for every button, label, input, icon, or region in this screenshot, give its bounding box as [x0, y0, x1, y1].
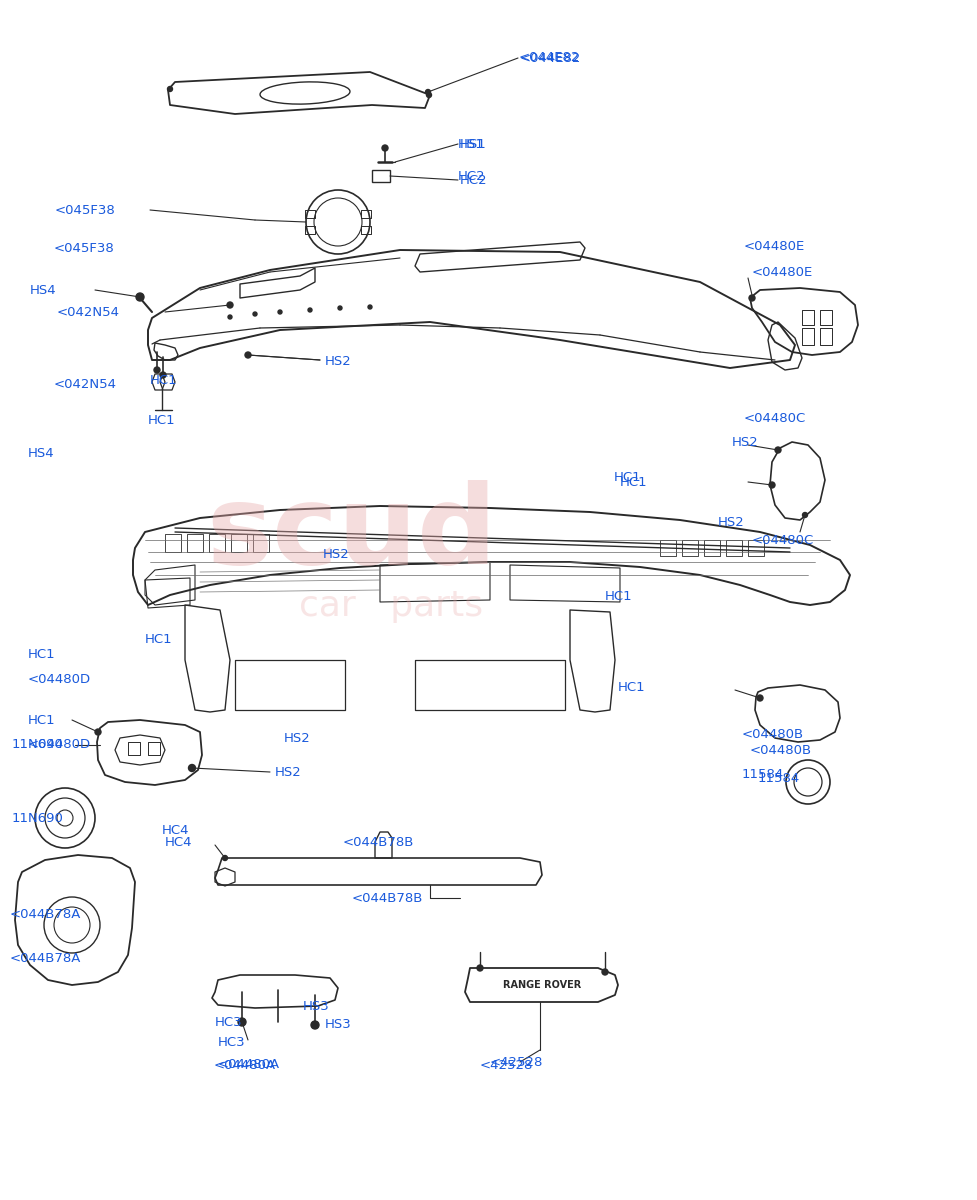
Text: HS2: HS2 [324, 354, 352, 367]
Text: <044B78A: <044B78A [10, 908, 81, 920]
Circle shape [748, 295, 754, 301]
Text: <042N54: <042N54 [57, 306, 120, 318]
Text: HS2: HS2 [275, 766, 302, 779]
Text: <04480C: <04480C [743, 413, 805, 425]
Circle shape [311, 1021, 319, 1028]
Circle shape [227, 302, 233, 308]
Text: HS2: HS2 [283, 732, 310, 744]
Text: <04480A: <04480A [213, 1060, 276, 1072]
Text: <42528: <42528 [479, 1060, 532, 1072]
Text: HS2: HS2 [731, 436, 758, 449]
Text: RANGE ROVER: RANGE ROVER [502, 980, 580, 990]
Text: HC1: HC1 [28, 714, 56, 726]
Text: <044E82: <044E82 [520, 52, 580, 65]
Circle shape [602, 968, 608, 974]
Circle shape [308, 308, 312, 312]
Text: HC4: HC4 [165, 835, 192, 848]
Text: 11584: 11584 [757, 772, 799, 785]
Text: <04480E: <04480E [751, 265, 813, 278]
Circle shape [228, 316, 232, 319]
Text: 11584: 11584 [741, 768, 783, 780]
Text: HS3: HS3 [324, 1019, 352, 1032]
Circle shape [802, 512, 807, 517]
Circle shape [237, 1018, 246, 1026]
Circle shape [367, 305, 371, 310]
Circle shape [153, 367, 160, 373]
Text: <045F38: <045F38 [54, 242, 114, 254]
Circle shape [136, 293, 144, 301]
Text: HC2: HC2 [457, 170, 485, 182]
Text: <044B78B: <044B78B [342, 836, 413, 848]
Text: <042N54: <042N54 [54, 378, 116, 390]
Text: car   parts: car parts [299, 589, 483, 623]
Text: <044E82: <044E82 [518, 52, 579, 64]
Circle shape [477, 965, 483, 971]
Text: <04480A: <04480A [218, 1058, 279, 1072]
Text: <04480E: <04480E [743, 240, 804, 252]
Text: HC1: HC1 [27, 648, 55, 660]
Circle shape [160, 372, 166, 378]
Text: <04480B: <04480B [749, 744, 811, 756]
Circle shape [277, 310, 281, 314]
Text: HS1: HS1 [457, 138, 484, 150]
Text: HS3: HS3 [303, 1001, 329, 1013]
Text: HC2: HC2 [459, 174, 488, 186]
Text: 11N690: 11N690 [12, 738, 64, 750]
Circle shape [95, 730, 101, 734]
Circle shape [774, 448, 781, 454]
Text: HC1: HC1 [614, 472, 641, 484]
Circle shape [253, 312, 257, 316]
Text: HC1: HC1 [149, 373, 178, 386]
Circle shape [189, 764, 195, 772]
Circle shape [382, 145, 388, 151]
Text: <044B78A: <044B78A [10, 952, 81, 965]
Text: HS1: HS1 [459, 138, 487, 150]
Text: HC3: HC3 [218, 1036, 245, 1049]
Circle shape [223, 856, 228, 860]
Text: HC1: HC1 [619, 475, 647, 488]
Text: <044B78B: <044B78B [352, 892, 423, 905]
Text: HC1: HC1 [604, 590, 631, 602]
Circle shape [426, 92, 431, 97]
Text: HC1: HC1 [148, 414, 176, 426]
Text: HS2: HS2 [322, 548, 349, 560]
Circle shape [167, 86, 172, 91]
Text: <42528: <42528 [489, 1056, 543, 1068]
Text: <04480D: <04480D [28, 738, 91, 751]
Circle shape [756, 695, 762, 701]
Circle shape [245, 352, 251, 358]
Text: HC4: HC4 [161, 824, 189, 836]
Text: <04480B: <04480B [741, 728, 803, 740]
Text: <04480C: <04480C [751, 534, 814, 546]
Text: HS4: HS4 [27, 448, 54, 460]
Text: HC3: HC3 [215, 1016, 242, 1028]
Circle shape [425, 90, 430, 95]
Text: scud: scud [206, 480, 497, 588]
Text: HC1: HC1 [617, 680, 645, 694]
Text: HC1: HC1 [145, 634, 172, 646]
Circle shape [338, 306, 342, 310]
Text: <045F38: <045F38 [55, 204, 115, 216]
Text: <04480D: <04480D [27, 673, 91, 685]
Text: HS4: HS4 [30, 283, 57, 296]
Circle shape [768, 482, 774, 488]
Text: 11N690: 11N690 [12, 811, 64, 824]
Text: HS2: HS2 [717, 516, 743, 528]
